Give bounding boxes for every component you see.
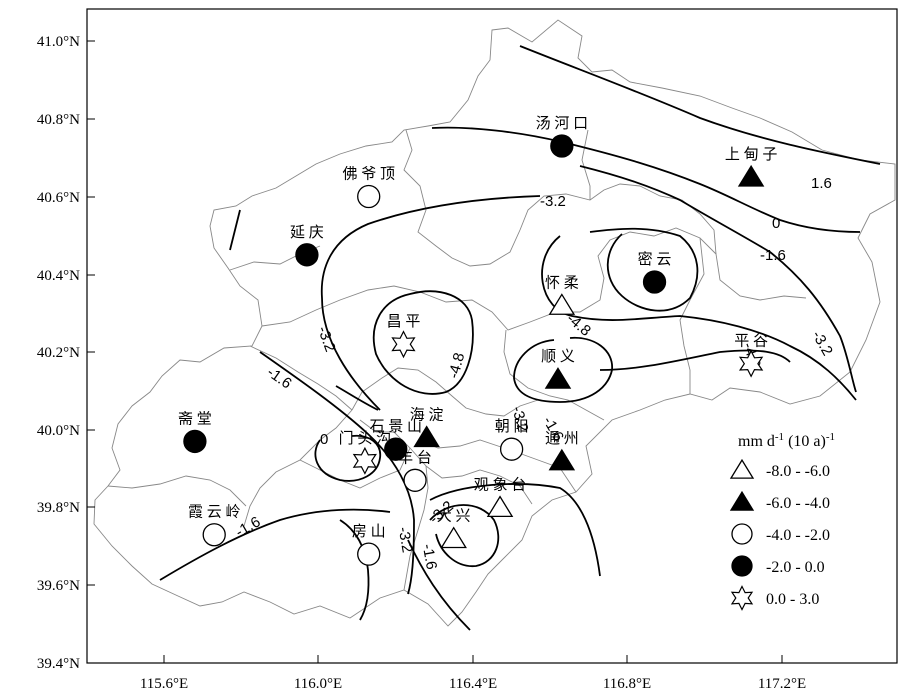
- station-marker-filled-triangle: [737, 164, 765, 187]
- station-marker-star: [391, 330, 416, 359]
- station-label: 密 云: [638, 251, 672, 268]
- station-marker-filled-circle: [384, 437, 408, 461]
- station-marker-filled-triangle: [413, 425, 440, 448]
- contour-label: 1.6: [811, 175, 832, 192]
- station-label: 丰 台: [398, 449, 432, 466]
- station-label: 怀 柔: [545, 274, 579, 291]
- legend-label: 0.0 - 3.0: [766, 591, 819, 608]
- y-tick-label: 41.0°N: [37, 34, 80, 50]
- station-marker-filled-circle: [295, 243, 319, 267]
- station-label: 大 兴: [437, 508, 471, 525]
- station-marker-filled-circle: [550, 134, 574, 158]
- station-marker-open-circle: [403, 468, 427, 492]
- contour-label: -1.6: [264, 364, 295, 393]
- contour-label: 0: [320, 431, 328, 448]
- station-label: 昌 平: [387, 314, 421, 330]
- x-tick-label: 115.6°E: [140, 676, 188, 692]
- station-marker-open-circle: [357, 542, 381, 566]
- station-label: 汤 河 口: [536, 115, 589, 132]
- x-tick-label: 116.8°E: [603, 676, 651, 692]
- contours: [159, 45, 881, 631]
- station-label: 霞 云 岭: [188, 504, 241, 521]
- station-marker-open-circle: [499, 437, 524, 461]
- y-tick-label: 39.6°N: [37, 578, 80, 594]
- station-label: 顺 义: [541, 348, 575, 365]
- plot-frame: [86, 8, 898, 664]
- stations: 汤 河 口上 甸 子佛 爷 顶延 庆密 云怀 柔昌 平平 谷顺 义海 淀 斋 堂 石…: [178, 115, 778, 566]
- y-tick-label: 39.4°N: [37, 656, 80, 672]
- x-axis-labels: 115.6°E 116.0°E 116.4°E 116.8°E 117.2°E: [140, 676, 806, 692]
- station-marker-filled-circle: [183, 429, 207, 454]
- station-label: 上 甸 子: [725, 146, 778, 163]
- contour-label: -4.8: [445, 351, 468, 380]
- station-label: 观 象 台: [474, 477, 527, 494]
- legend-label: -8.0 - -6.0: [766, 463, 830, 480]
- x-tick-label: 117.2°E: [758, 676, 806, 692]
- station-marker-filled-triangle: [548, 448, 576, 471]
- station-marker-open-triangle: [548, 293, 576, 315]
- legend-symbol-filled-circle: [731, 555, 753, 577]
- legend-symbol-open-triangle: [729, 458, 755, 479]
- station-marker-filled-circle: [642, 270, 667, 294]
- legend-symbol-open-circle: [731, 523, 753, 545]
- y-axis-labels: 41.0°N 40.8°N 40.6°N 40.4°N 40.2°N 40.0°…: [37, 34, 80, 672]
- station-label: 石 景 山: [369, 418, 422, 435]
- contour-label: -1.6: [760, 247, 786, 264]
- legend-unit: mm d-1 (10 a)-1: [738, 431, 835, 450]
- contour-label: -3.2: [808, 328, 836, 359]
- legend-items: -8.0 - -6.0 -6.0 - -4.0 -4.0 - -2.0 -2.0 - …: [729, 458, 830, 611]
- x-tick-label: 116.0°E: [294, 676, 342, 692]
- x-tick-label: 116.4°E: [449, 676, 497, 692]
- legend-symbol-star: [730, 585, 754, 611]
- station-marker-open-circle: [357, 184, 381, 209]
- contour-label: -3.2: [395, 526, 416, 554]
- contour-label: -3.2: [540, 193, 566, 210]
- legend-label: -6.0 - -4.0: [766, 495, 830, 512]
- station-label: 佛 爷 顶: [342, 166, 395, 183]
- y-tick-label: 40.6°N: [37, 190, 80, 206]
- axis-ticks: [87, 40, 783, 663]
- station-marker-star: [352, 446, 377, 475]
- legend-symbol-filled-triangle: [729, 490, 755, 511]
- station-marker-open-circle: [202, 523, 226, 547]
- station-label: 斋 堂: [178, 410, 212, 427]
- legend: mm d-1 (10 a)-1 -8.0 - -6.0 -6.0 - -4.0 -4…: [729, 431, 835, 611]
- station-label: 通 州: [545, 430, 579, 447]
- station-marker-open-triangle: [440, 526, 467, 549]
- district-boundaries: [93, 19, 896, 627]
- contour-label: -1.6: [419, 543, 440, 571]
- station-label: 平 谷: [734, 333, 768, 350]
- y-tick-label: 40.0°N: [37, 423, 80, 439]
- station-marker-star: [738, 349, 764, 378]
- legend-label: -2.0 - 0.0: [766, 559, 825, 576]
- station-label: 房 山: [352, 523, 386, 540]
- station-marker-open-triangle: [486, 495, 514, 518]
- contour-label: -3.2: [314, 324, 339, 354]
- station-label: 门 头 沟: [339, 430, 392, 447]
- station-label: 延 庆: [290, 224, 324, 241]
- y-tick-label: 40.8°N: [37, 112, 80, 128]
- station-label: 朝 阳: [495, 418, 529, 435]
- y-tick-label: 39.8°N: [37, 500, 80, 516]
- legend-label: -4.0 - -2.0: [766, 527, 830, 544]
- y-tick-label: 40.2°N: [37, 345, 80, 361]
- station-marker-filled-triangle: [544, 367, 572, 389]
- contour-label: 0: [772, 215, 780, 232]
- station-label: 海 淀: [410, 407, 444, 424]
- contour-label: -3.2: [508, 404, 531, 433]
- y-tick-label: 40.4°N: [37, 268, 80, 284]
